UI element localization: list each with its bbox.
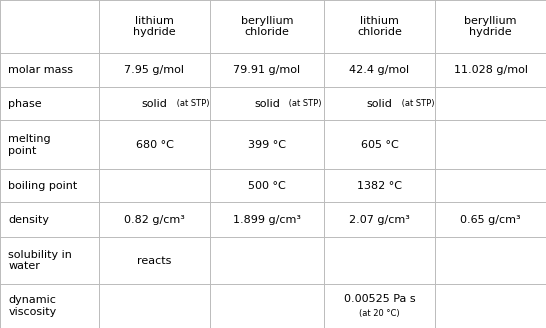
Text: 11.028 g/mol: 11.028 g/mol [454, 65, 527, 75]
Text: reacts: reacts [137, 256, 171, 266]
Text: 2.07 g/cm³: 2.07 g/cm³ [349, 215, 410, 225]
Text: (at STP): (at STP) [399, 99, 435, 108]
Text: solid: solid [254, 99, 280, 109]
Text: 680 °C: 680 °C [135, 140, 174, 150]
Text: melting
point: melting point [8, 134, 51, 156]
Text: 0.82 g/cm³: 0.82 g/cm³ [124, 215, 185, 225]
Text: dynamic
viscosity: dynamic viscosity [8, 295, 56, 317]
Text: solubility in
water: solubility in water [8, 250, 72, 271]
Text: 399 °C: 399 °C [248, 140, 286, 150]
Text: density: density [8, 215, 49, 225]
Text: 1382 °C: 1382 °C [357, 181, 402, 191]
Text: lithium
hydride: lithium hydride [133, 16, 176, 37]
Text: (at 20 °C): (at 20 °C) [359, 309, 400, 318]
Text: lithium
chloride: lithium chloride [357, 16, 402, 37]
Text: beryllium
chloride: beryllium chloride [241, 16, 293, 37]
Text: 605 °C: 605 °C [360, 140, 399, 150]
Text: (at STP): (at STP) [174, 99, 210, 108]
Text: solid: solid [141, 99, 168, 109]
Text: solid: solid [366, 99, 393, 109]
Text: (at STP): (at STP) [287, 99, 322, 108]
Text: 0.65 g/cm³: 0.65 g/cm³ [460, 215, 521, 225]
Text: 7.95 g/mol: 7.95 g/mol [124, 65, 185, 75]
Text: 1.899 g/cm³: 1.899 g/cm³ [233, 215, 301, 225]
Text: molar mass: molar mass [8, 65, 73, 75]
Text: 42.4 g/mol: 42.4 g/mol [349, 65, 410, 75]
Text: 79.91 g/mol: 79.91 g/mol [234, 65, 300, 75]
Text: beryllium
hydride: beryllium hydride [464, 16, 517, 37]
Text: boiling point: boiling point [8, 181, 78, 191]
Text: 0.00525 Pa s: 0.00525 Pa s [343, 294, 416, 304]
Text: 500 °C: 500 °C [248, 181, 286, 191]
Text: phase: phase [8, 99, 42, 109]
